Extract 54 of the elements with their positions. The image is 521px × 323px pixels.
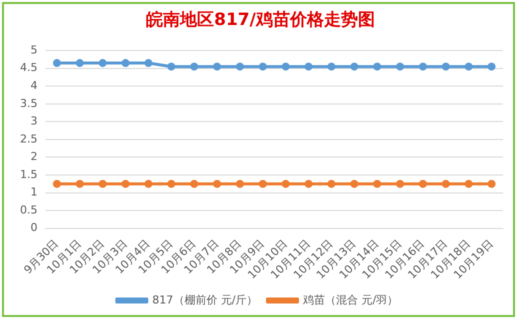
- point: [442, 180, 450, 188]
- point: [258, 180, 267, 188]
- point: [52, 59, 61, 68]
- point: [373, 62, 382, 71]
- point: [167, 180, 176, 188]
- point: [122, 59, 130, 68]
- point: [258, 62, 267, 71]
- point: [488, 180, 496, 188]
- point: [418, 180, 427, 188]
- point: [167, 62, 176, 71]
- y-tick-label: 5: [30, 43, 38, 56]
- point: [396, 62, 404, 71]
- point: [282, 180, 290, 188]
- point: [327, 180, 336, 188]
- y-tick-label: 3: [30, 114, 38, 128]
- y-tick-label: 2: [30, 150, 38, 164]
- y-tick-label: 2.5: [20, 132, 38, 146]
- point: [373, 180, 382, 188]
- point: [98, 59, 107, 68]
- chart-title: 皖南地区817/鸡苗价格走势图: [145, 9, 376, 31]
- point: [327, 62, 336, 71]
- y-tick-label: 3.5: [20, 96, 38, 110]
- point: [213, 62, 222, 71]
- point: [488, 62, 496, 71]
- y-tick-label: 0.5: [20, 203, 38, 216]
- point: [190, 180, 198, 188]
- point: [418, 62, 427, 71]
- point: [76, 180, 84, 188]
- legend-label: 鸡苗（混合 元/羽）: [302, 293, 398, 306]
- point: [190, 62, 198, 71]
- legend-label: 817（棚前价 元/斤）: [152, 293, 258, 306]
- point: [236, 180, 244, 188]
- point: [282, 62, 290, 71]
- y-tick-label: 1.5: [20, 168, 38, 181]
- y-tick-label: 1: [30, 186, 38, 199]
- y-tick-label: 0: [30, 221, 38, 234]
- point: [442, 62, 450, 71]
- point: [144, 59, 152, 68]
- point: [304, 62, 313, 71]
- point: [98, 180, 107, 188]
- point: [464, 62, 473, 71]
- point: [236, 62, 244, 71]
- point: [350, 180, 358, 188]
- point: [304, 180, 313, 188]
- point: [122, 180, 130, 188]
- point: [464, 180, 473, 188]
- y-tick-label: 4.5: [20, 61, 38, 74]
- point: [144, 180, 152, 188]
- y-tick-label: 4: [30, 79, 38, 92]
- point: [76, 59, 84, 68]
- point: [52, 180, 61, 188]
- point: [350, 62, 358, 71]
- point: [213, 180, 222, 188]
- point: [396, 180, 404, 188]
